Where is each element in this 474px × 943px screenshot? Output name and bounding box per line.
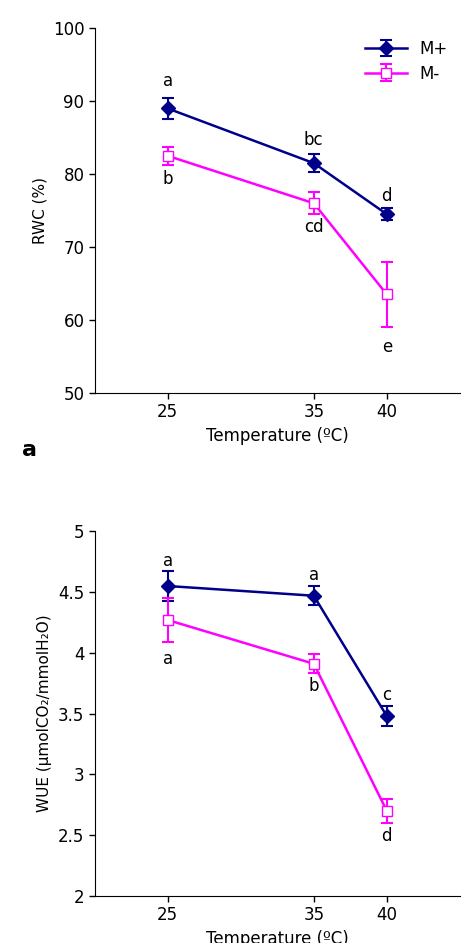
Y-axis label: RWC (%): RWC (%) xyxy=(32,177,47,244)
Text: a: a xyxy=(163,73,173,91)
Text: a: a xyxy=(22,440,37,460)
Text: a: a xyxy=(309,566,319,584)
Text: bc: bc xyxy=(304,130,324,149)
Text: b: b xyxy=(163,171,173,189)
Text: a: a xyxy=(163,651,173,669)
Text: b: b xyxy=(309,677,319,695)
X-axis label: Temperature (ºC): Temperature (ºC) xyxy=(206,427,349,445)
Text: c: c xyxy=(382,686,392,703)
Text: e: e xyxy=(382,339,392,356)
Text: cd: cd xyxy=(304,218,324,236)
Legend: M+, M-: M+, M- xyxy=(362,37,451,86)
Text: a: a xyxy=(163,553,173,571)
Y-axis label: WUE (μmolCO₂/mmolH₂O): WUE (μmolCO₂/mmolH₂O) xyxy=(37,615,53,813)
X-axis label: Temperature (ºC): Temperature (ºC) xyxy=(206,930,349,943)
Text: d: d xyxy=(382,187,392,205)
Text: d: d xyxy=(382,827,392,845)
